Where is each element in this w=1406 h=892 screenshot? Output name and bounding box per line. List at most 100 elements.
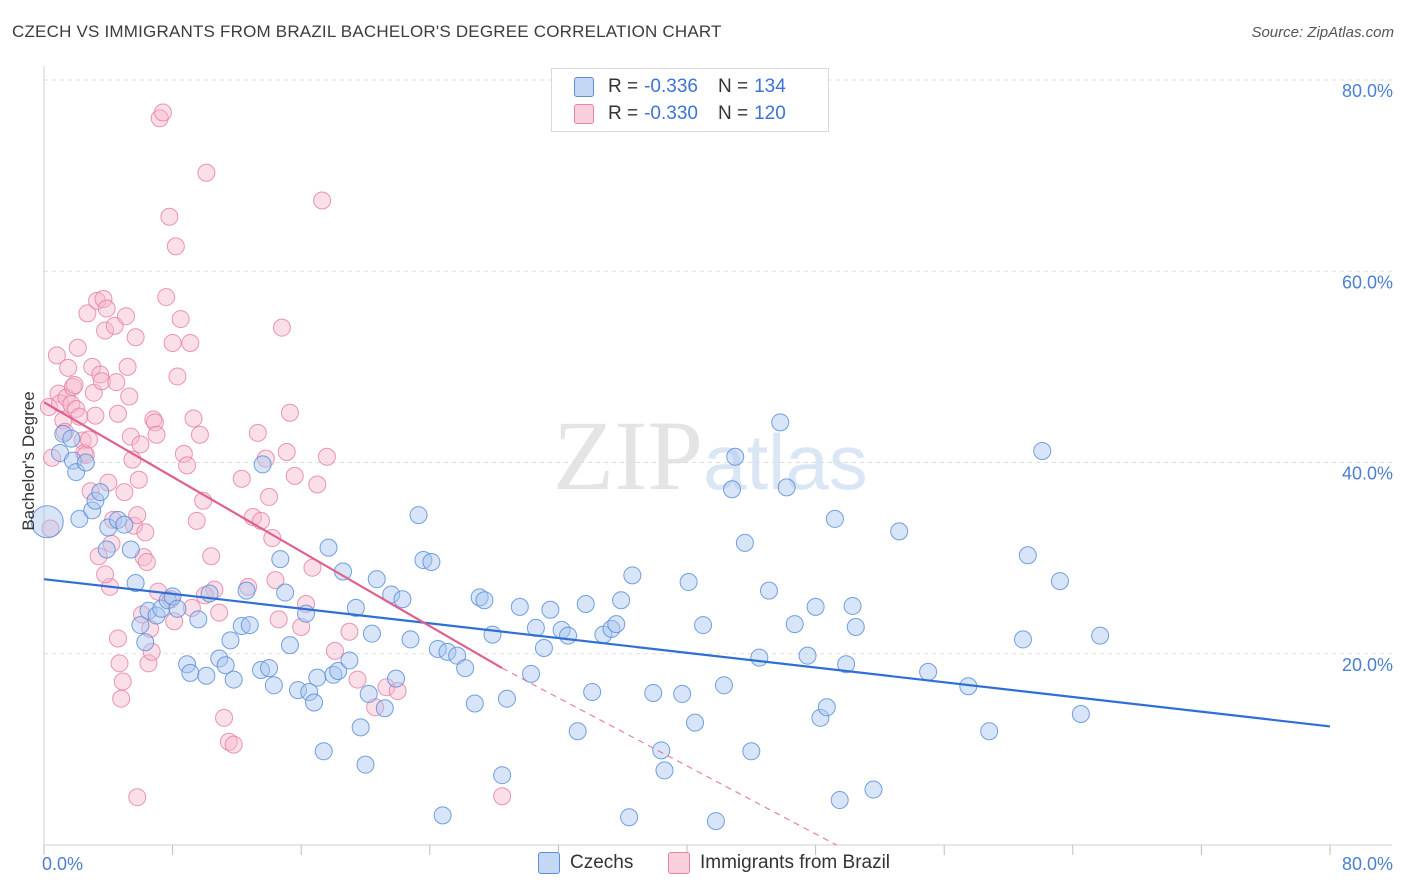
- czech-point: [433, 806, 452, 825]
- y-tick-label: 80.0%: [1342, 81, 1393, 101]
- legend-brazil-r-value: -0.330: [644, 103, 698, 124]
- brazil-point: [163, 333, 182, 352]
- brazil-point: [129, 470, 148, 489]
- brazil-point: [128, 506, 147, 525]
- source-credit: Source: ZipAtlas.com: [1251, 24, 1394, 41]
- czech-point: [771, 413, 790, 432]
- brazil-trend-extension: [501, 667, 837, 846]
- czech-point: [329, 661, 348, 680]
- brazil-trend-line: [43, 401, 503, 670]
- brazil-point: [136, 523, 155, 542]
- brazil-point: [150, 109, 169, 128]
- czech-point: [686, 713, 705, 732]
- brazil-point: [96, 321, 115, 340]
- czech-point: [1071, 704, 1090, 723]
- legend-brazil-n-value: 120: [754, 103, 786, 124]
- brazil-point: [248, 423, 267, 442]
- brazil-point: [126, 328, 145, 347]
- czech-point: [620, 808, 639, 827]
- czech-point: [742, 742, 761, 761]
- czech-point: [644, 683, 663, 702]
- brazil-point: [92, 372, 111, 391]
- czech-point: [359, 684, 378, 703]
- brazil-point: [272, 318, 291, 337]
- czech-point: [559, 626, 578, 645]
- czech-point: [346, 598, 365, 617]
- brazil-point: [118, 357, 137, 376]
- czech-point: [422, 552, 441, 571]
- brazil-point: [78, 304, 97, 323]
- czech-point: [319, 538, 338, 557]
- czech-point: [136, 633, 155, 652]
- legend-swatch-czech: [574, 77, 594, 97]
- czech-point: [216, 656, 235, 675]
- brazil-point: [174, 444, 193, 463]
- brazil-point: [108, 629, 127, 648]
- brazil-point: [171, 310, 190, 329]
- czech-point: [438, 642, 457, 661]
- brazil-point: [107, 373, 126, 392]
- brazil-point: [142, 642, 161, 661]
- brazil-point: [292, 617, 311, 636]
- brazil-point: [116, 307, 135, 326]
- czech-point: [271, 550, 290, 569]
- brazil-point: [260, 487, 279, 506]
- bottom-legend-swatch-czech: [538, 852, 560, 874]
- brazil-point: [157, 288, 176, 307]
- y-tick-label: 20.0%: [1342, 655, 1393, 675]
- czech-point: [470, 588, 489, 607]
- czech-point: [131, 616, 150, 635]
- brazil-point: [59, 358, 78, 377]
- czech-point: [300, 683, 319, 701]
- czech-point: [541, 600, 560, 619]
- czech-point: [655, 761, 674, 780]
- legend-czech-n-label: N =: [717, 76, 749, 97]
- czech-point: [843, 596, 862, 615]
- legend-row-brazil: R = -0.330 N = 120: [574, 102, 786, 126]
- czech-point: [706, 812, 725, 831]
- brazil-point: [147, 425, 166, 444]
- legend-czech-n-value: 134: [754, 76, 786, 97]
- czech-point: [367, 570, 386, 589]
- brazil-point: [493, 787, 512, 806]
- czech-point: [510, 597, 529, 616]
- x-tick-label: 80.0%: [1342, 854, 1393, 874]
- brazil-point: [96, 565, 115, 584]
- czech-point: [483, 625, 502, 644]
- czech-point: [401, 630, 420, 649]
- czech-point: [534, 639, 553, 658]
- brazil-point: [65, 376, 84, 395]
- czech-point: [830, 791, 849, 810]
- czech-point: [91, 483, 110, 502]
- y-axis-title: Bachelor's Degree: [19, 391, 38, 530]
- czech-point: [919, 662, 938, 681]
- czech-point: [237, 581, 256, 600]
- brazil-point: [97, 299, 116, 318]
- czech-point: [1018, 546, 1037, 565]
- watermark-atlas: atlas: [703, 418, 868, 506]
- czech-point: [1050, 572, 1069, 591]
- legend-brazil-n-label: N =: [717, 103, 749, 124]
- brazil-point: [115, 483, 134, 502]
- brazil-point: [88, 291, 107, 310]
- brazil-point: [112, 689, 131, 708]
- brazil-point: [224, 735, 243, 754]
- czech-point: [240, 616, 259, 635]
- brazil-point: [168, 367, 187, 386]
- czech-point: [714, 676, 733, 695]
- x-tick-label: 0.0%: [42, 854, 83, 874]
- czech-point: [652, 741, 671, 760]
- brazil-point: [340, 622, 359, 641]
- brazil-point: [252, 511, 271, 530]
- czech-point: [493, 766, 512, 785]
- czech-point: [351, 718, 370, 737]
- czech-point: [387, 669, 406, 688]
- brazil-point: [47, 346, 66, 365]
- watermark: ZIPatlas: [553, 398, 868, 513]
- brazil-point: [313, 191, 332, 210]
- czech-point: [221, 631, 240, 650]
- brazil-point: [263, 529, 282, 548]
- bottom-legend-label-brazil: Immigrants from Brazil: [700, 852, 891, 873]
- czech-point: [264, 676, 283, 695]
- czech-point: [475, 591, 494, 610]
